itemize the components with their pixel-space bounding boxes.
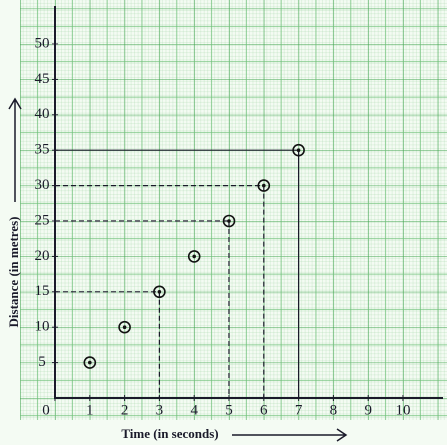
y-tick-label: 5 [38, 354, 46, 370]
x-tick-label: 6 [260, 402, 268, 418]
y-tick-label: 30 [35, 177, 50, 193]
point [292, 143, 305, 157]
y-tick-label: 50 [35, 35, 50, 51]
point-ring [153, 285, 166, 299]
y-tick-label: 20 [35, 248, 50, 264]
point-dot [227, 219, 231, 223]
point-dot [296, 148, 301, 152]
point [187, 250, 201, 263]
point-dot [262, 183, 266, 188]
x-tick-label: 3 [156, 402, 164, 418]
x-axis-label: Time (in seconds) [121, 426, 218, 441]
point-ring [118, 320, 131, 334]
point [257, 179, 271, 192]
point-dot [88, 360, 92, 365]
point-dot [192, 254, 196, 259]
point-dot [157, 290, 162, 294]
y-arrow [8, 97, 22, 202]
graph-paper [20, 0, 447, 420]
x-tick-label: 4 [190, 402, 198, 418]
y-tick-label: 40 [35, 106, 50, 122]
point [153, 285, 166, 299]
y-tick-label: 35 [35, 142, 50, 158]
y-tick-label: 15 [35, 283, 50, 299]
y-tick-label: 10 [35, 319, 50, 335]
x-tick-label: 2 [121, 402, 129, 418]
x-tick-label: 8 [330, 402, 338, 418]
x-tick-label: 10 [396, 402, 411, 418]
point [222, 214, 236, 228]
point-ring [292, 143, 305, 157]
x-tick-label: 0 [42, 402, 50, 418]
point-dot [122, 325, 127, 330]
x-arrow [232, 428, 348, 442]
point-ring [83, 356, 97, 369]
point-ring [222, 214, 236, 228]
x-tick-label: 5 [225, 402, 233, 418]
point [118, 320, 131, 334]
y-axis-label: Distance (in metres) [6, 217, 21, 328]
plot-area [55, 143, 305, 398]
point [83, 356, 97, 369]
y-tick-label: 45 [35, 71, 50, 87]
x-tick-label: 7 [295, 402, 303, 418]
point-ring [257, 179, 271, 192]
x-tick-label: 9 [364, 402, 372, 418]
y-tick-label: 25 [35, 212, 50, 228]
point-ring [187, 250, 201, 263]
x-tick-label: 1 [86, 402, 94, 418]
